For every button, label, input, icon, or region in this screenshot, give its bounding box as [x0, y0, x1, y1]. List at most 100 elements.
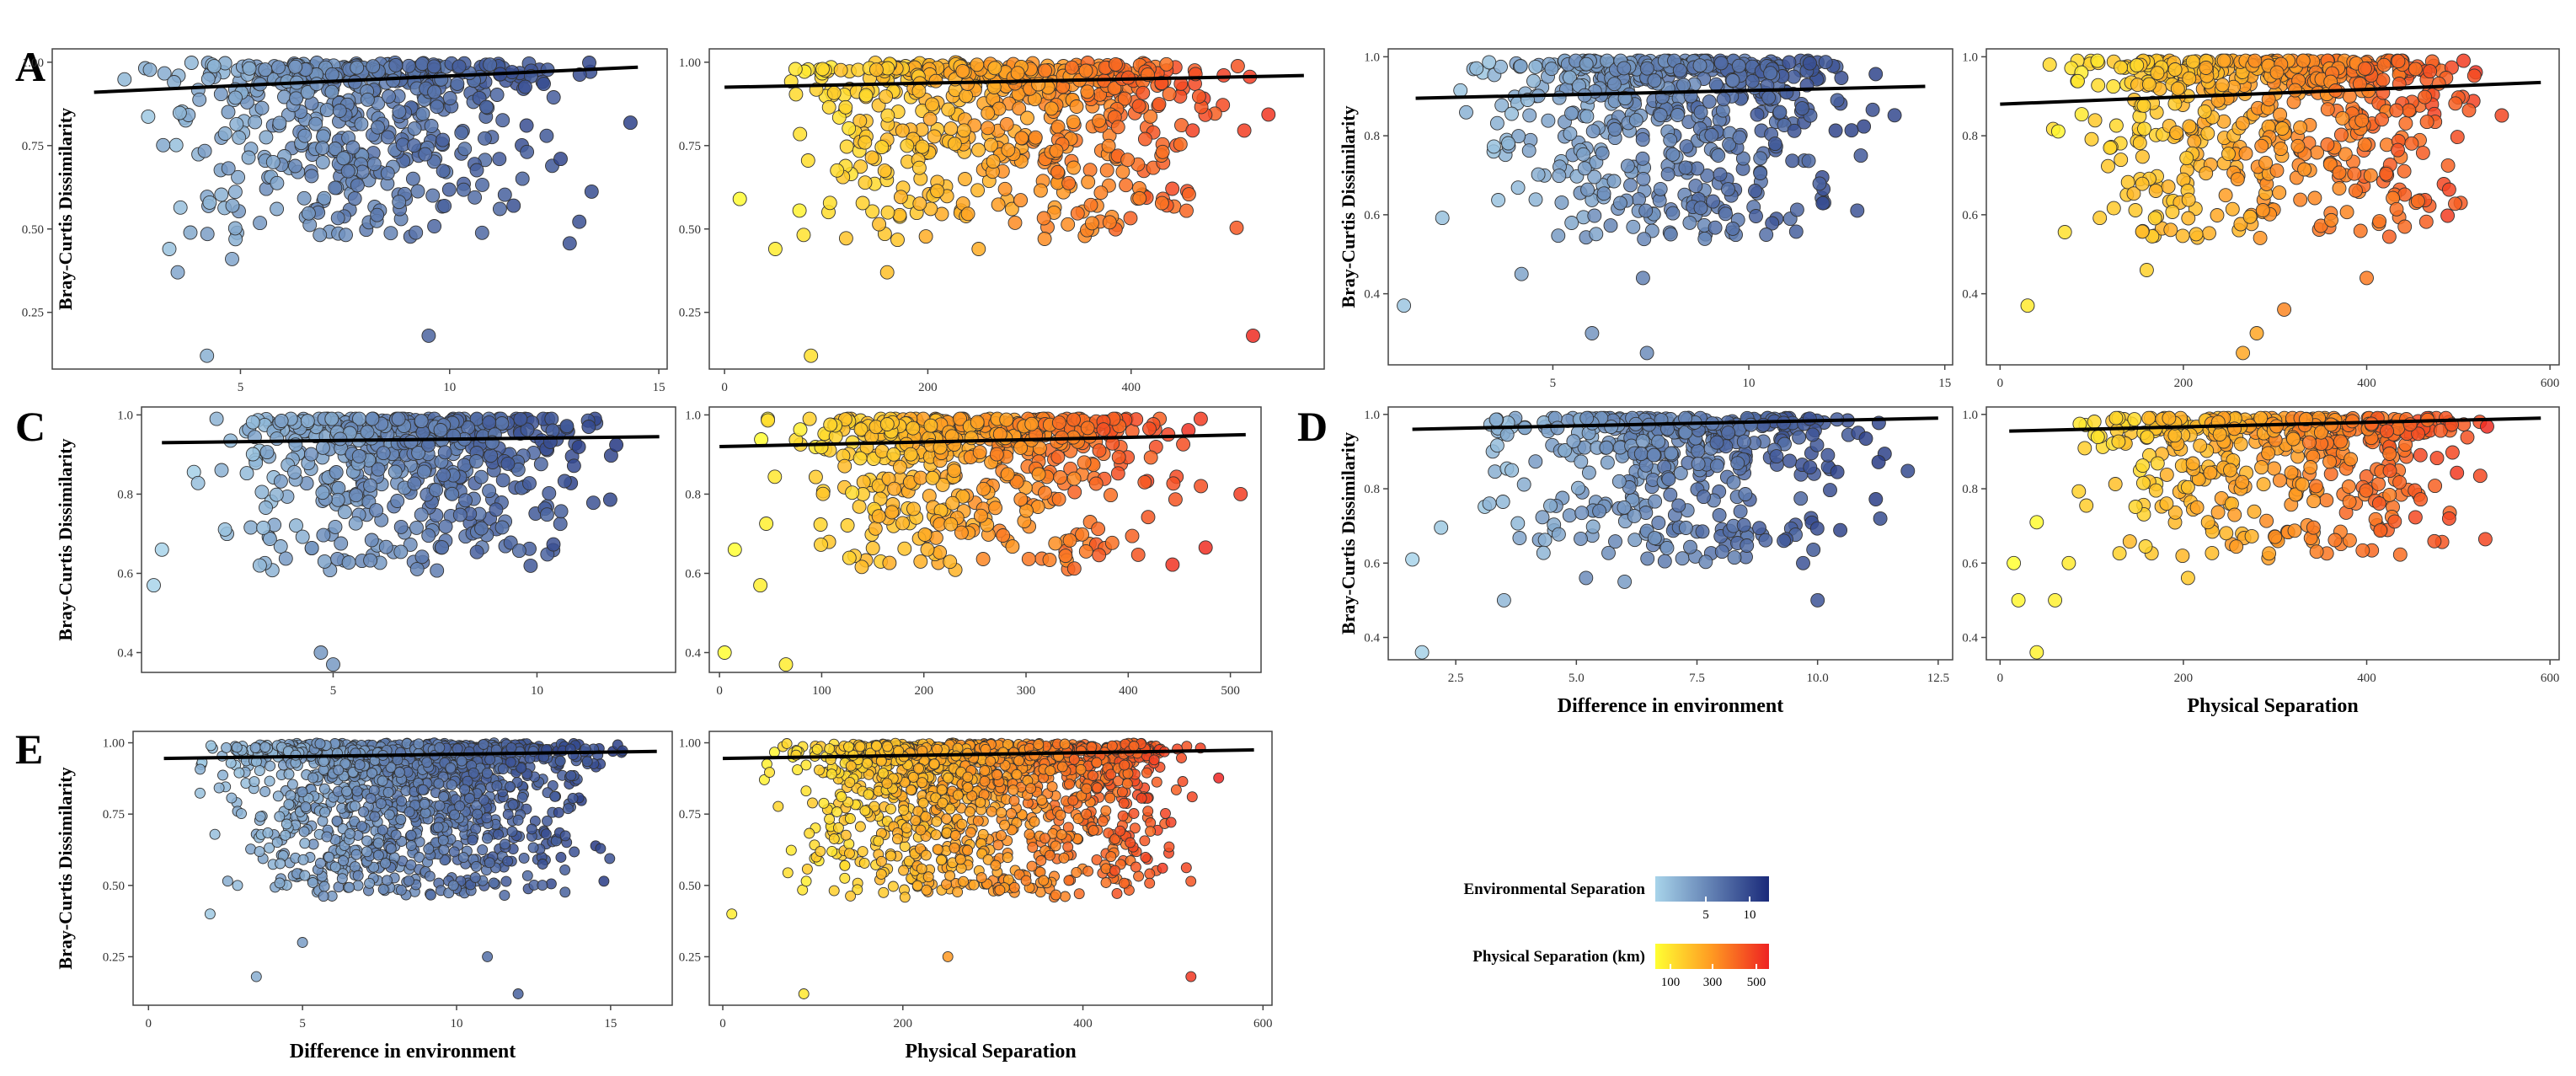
scatter-point	[2333, 127, 2349, 142]
scatter-point	[838, 99, 853, 115]
scatter-point	[546, 537, 561, 552]
y-tick-label: 0.6	[685, 567, 701, 581]
scatter-point	[1061, 175, 1077, 190]
scatter-point	[1009, 474, 1024, 490]
x-tick-label: 200	[914, 684, 933, 698]
scatter-point	[520, 422, 535, 437]
chart-d-env: 0.40.60.81.02.5 5.0 7.5 10.0 12.5Bray-Curtis…	[1338, 406, 1953, 717]
scatter-point	[2332, 181, 2347, 195]
scatter-point	[1230, 59, 1245, 73]
scatter-point	[569, 846, 580, 858]
scatter-point	[1107, 81, 1122, 96]
scatter-point	[1759, 228, 1774, 242]
scatter-point	[2448, 196, 2462, 211]
scatter-point	[1623, 178, 1638, 193]
y-tick-label: 0.4	[1364, 632, 1380, 645]
scatter-point	[1535, 510, 1550, 525]
scatter-point	[1038, 63, 1053, 78]
scatter-point	[1579, 410, 1595, 426]
chart-a-phys: 0.250.500.751.000 200 400	[679, 48, 1325, 394]
scatter-point	[947, 463, 962, 479]
y-tick-label: 1.0	[117, 409, 133, 422]
scatter-point	[2348, 183, 2363, 198]
scatter-point	[1521, 143, 1537, 158]
scatter-point	[1044, 101, 1059, 116]
scatter-point	[972, 445, 987, 460]
scatter-point	[360, 425, 375, 440]
scatter-point	[2277, 302, 2292, 317]
scatter-point	[971, 242, 986, 256]
scatter-point	[1007, 215, 1023, 230]
scatter-point	[1397, 298, 1412, 313]
scatter-point	[2460, 430, 2475, 445]
y-tick-label: 0.75	[103, 808, 125, 822]
scatter-point	[317, 815, 329, 827]
scatter-point	[1627, 533, 1643, 548]
x-tick-label: 10	[451, 1017, 463, 1030]
scatter-point	[316, 527, 331, 543]
scatter-point	[1115, 164, 1130, 179]
scatter-point	[2108, 118, 2124, 133]
scatter-point	[2445, 445, 2460, 460]
scatter-point	[1595, 146, 1610, 161]
scatter-point	[1788, 224, 1804, 239]
scatter-point	[2411, 426, 2426, 442]
scatter-point	[1731, 58, 1746, 73]
scatter-point	[1767, 137, 1782, 152]
scatter-point	[2254, 138, 2269, 153]
scatter-points	[2007, 410, 2494, 660]
scatter-point	[1697, 231, 1713, 246]
scatter-point	[1735, 151, 1750, 166]
scatter-point	[243, 520, 259, 535]
scatter-point	[1596, 186, 1611, 201]
scatter-point	[2244, 528, 2259, 543]
scatter-point	[473, 469, 489, 484]
scatter-point	[753, 578, 768, 593]
scatter-point	[1161, 427, 1176, 442]
scatter-point	[1868, 67, 1884, 82]
scatter-point	[2342, 495, 2357, 509]
x-tick-label: 10	[531, 684, 543, 698]
scatter-point	[2302, 435, 2317, 450]
scatter-point	[300, 414, 315, 428]
scatter-point	[2112, 546, 2127, 561]
scatter-point	[403, 537, 418, 552]
scatter-point	[913, 554, 928, 569]
scatter-point	[2140, 430, 2155, 445]
scatter-point	[2135, 458, 2151, 474]
scatter-point	[2111, 434, 2126, 449]
scatter-point	[2391, 142, 2405, 158]
scatter-point	[853, 422, 868, 437]
scatter-point	[2269, 163, 2285, 178]
y-axis-title: Bray-Curtis Dissimilarity	[55, 108, 76, 310]
scatter-point	[2071, 484, 2087, 499]
scatter-point	[1579, 109, 1595, 124]
y-tick-label: 0.8	[685, 488, 701, 501]
scatter-point	[792, 203, 807, 218]
x-tick-label: 400	[2357, 377, 2376, 390]
scatter-point	[1857, 119, 1872, 134]
scatter-point	[1670, 108, 1685, 122]
scatter-point	[1635, 132, 1650, 147]
scatter-point	[1712, 508, 1727, 522]
scatter-point	[457, 142, 473, 157]
scatter-point	[221, 104, 236, 120]
x-tick-label: 400	[1121, 381, 1141, 394]
scatter-point	[996, 528, 1011, 543]
y-tick-label: 0.4	[117, 646, 133, 660]
scatter-point	[1792, 430, 1807, 445]
scatter-point	[1014, 131, 1029, 146]
scatter-point	[1459, 104, 1473, 120]
scatter-point	[1794, 101, 1809, 116]
panel-letter-c: C	[15, 403, 45, 450]
scatter-point	[852, 499, 867, 514]
scatter-point	[959, 88, 974, 104]
scatter-point	[197, 143, 212, 158]
scatter-point	[364, 533, 379, 548]
scatter-point	[1261, 107, 1276, 122]
scatter-point	[222, 875, 233, 887]
scatter-point	[1554, 195, 1569, 210]
y-tick-label: 1.0	[1962, 51, 1978, 64]
y-tick-label: 0.6	[117, 567, 133, 581]
